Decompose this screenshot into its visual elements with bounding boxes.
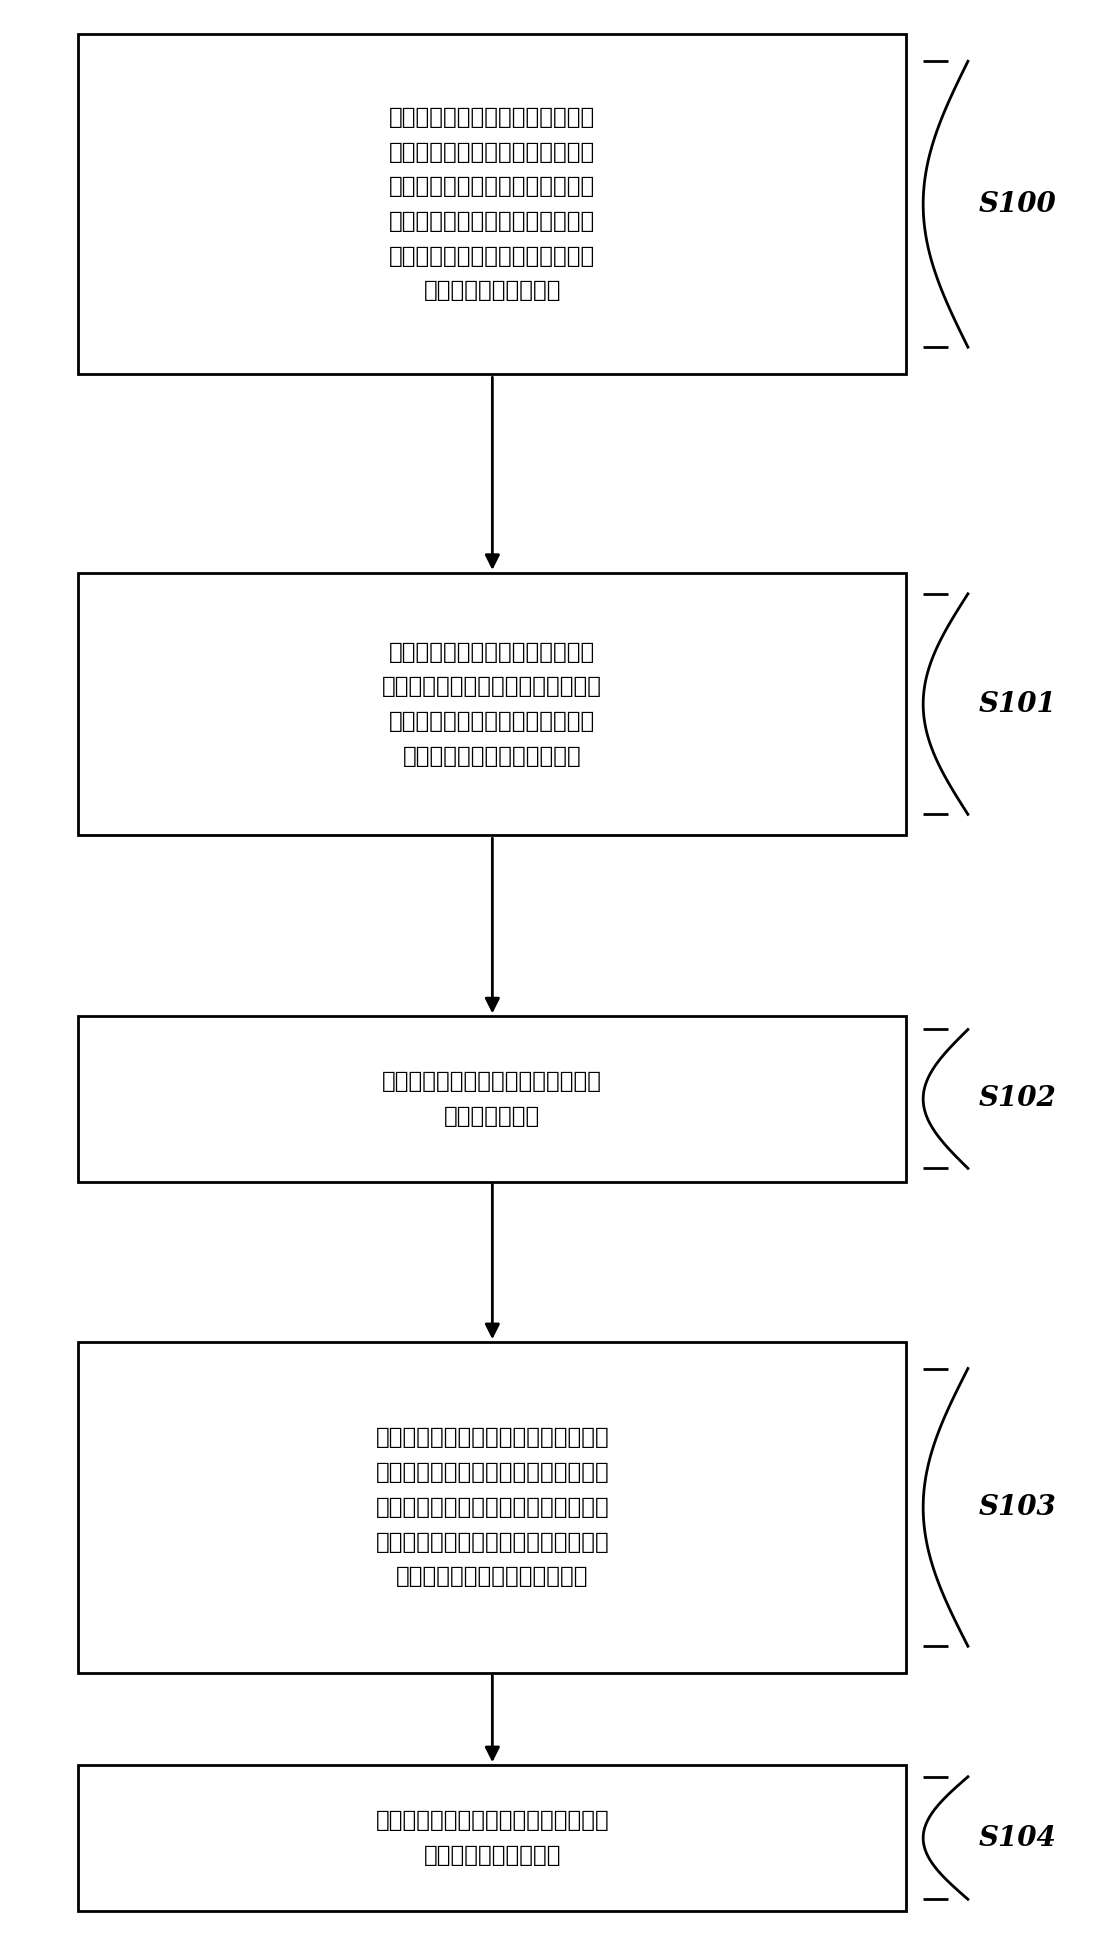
Text: S101: S101 — [979, 690, 1056, 718]
Bar — [78, 1342, 906, 1673]
Bar — [78, 35, 906, 373]
Text: 控制器调整照射光束的光源图样位于
显示元件的位置: 控制器调整照射光束的光源图样位于 显示元件的位置 — [383, 1070, 602, 1128]
Text: S103: S103 — [979, 1494, 1056, 1521]
Bar — [78, 574, 906, 836]
Text: 依据原始数据以及调整后数据调整照射
光束的光源图样的位置: 依据原始数据以及调整后数据调整照射 光束的光源图样的位置 — [376, 1809, 609, 1867]
Text: S100: S100 — [979, 191, 1056, 218]
Text: 指纹感测模组感测调整后的照射光束经
物件反射后的反射光，以得到调整后数
据，其中调整后数据为在调整照射光束
的光源图样位置之后，指纹感测模组所
感测到的反射光信: 指纹感测模组感测调整后的照射光束经 物件反射后的反射光，以得到调整后数 据，其中… — [376, 1426, 609, 1589]
Text: 指纹感测模组感测照射光束经物件
反射后的反射光，以得到原始数据，
其中原始数据为指纹感测模组所感
测到的反射光信号强度的总和: 指纹感测模组感测照射光束经物件 反射后的反射光，以得到原始数据， 其中原始数据为… — [383, 640, 602, 768]
Bar — [78, 1766, 906, 1910]
Bar — [78, 1015, 906, 1183]
Text: S102: S102 — [979, 1085, 1056, 1113]
Text: S104: S104 — [979, 1824, 1056, 1852]
Text: 控制器启动显示元件以自指纹感测
区域发出照射光束，照向位于该指
纹感测区域上方的物件，其中照射
光束具有光源图样，且光源图样的
光信号强度分布呈现离中心越近则
: 控制器启动显示元件以自指纹感测 区域发出照射光束，照向位于该指 纹感测区域上方的… — [389, 105, 595, 303]
